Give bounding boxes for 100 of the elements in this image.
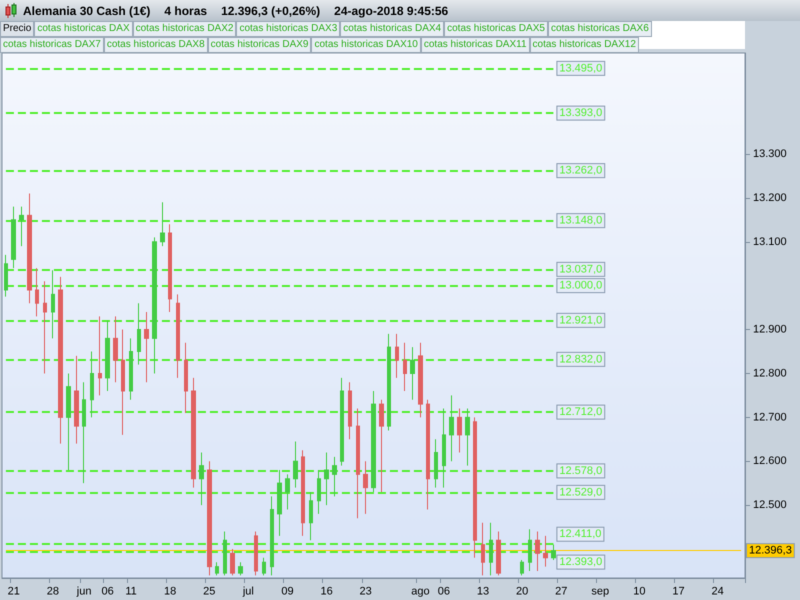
x-tick-label: 27	[555, 586, 568, 598]
text: cotas historicas DAX9	[208, 37, 312, 53]
ref-line-label: 13.495,0	[559, 62, 602, 74]
candlestick	[449, 394, 454, 462]
candlestick	[207, 460, 212, 576]
ref-line-label: 12.393,0	[559, 556, 602, 568]
candlestick	[465, 408, 470, 466]
candlestick	[434, 438, 438, 488]
ref-line-label: 12.396,3	[749, 544, 792, 557]
y-tick-label: 13.200	[753, 192, 787, 204]
text: cotas historicas DAX3	[236, 21, 340, 37]
candlestick	[144, 311, 149, 383]
candlestick	[4, 254, 8, 298]
x-tick-label: 06	[438, 586, 450, 598]
candlestick	[535, 530, 540, 572]
candlestick	[43, 280, 47, 374]
ref-line-label: 12.411,0	[559, 528, 602, 540]
y-tick-label: 13.100	[753, 236, 787, 248]
x-tick-label: 28	[46, 586, 59, 598]
candlestick	[191, 377, 196, 488]
text: cotas historicas DAX8	[104, 37, 208, 53]
candlestick	[176, 294, 180, 378]
text: cotas historicas DAX10	[311, 37, 421, 53]
ref-line-label: 12.529,0	[559, 486, 602, 498]
candlestick	[309, 491, 313, 541]
candlestick	[371, 390, 376, 492]
text: cotas historicas DAX5	[444, 21, 548, 37]
candlestick	[137, 302, 141, 366]
candlestick	[230, 548, 235, 576]
ref-line-label: 13.393,0	[559, 107, 602, 120]
candlestick	[481, 522, 485, 576]
y-tick-label: 12.900	[753, 324, 787, 336]
x-tick-label: 10	[633, 586, 646, 598]
x-tick-label: 21	[8, 586, 20, 598]
x-tick-label: 06	[101, 586, 114, 598]
x-tick-label: 18	[164, 586, 176, 598]
text: cotas historicas DAX11	[420, 37, 530, 53]
chart-title: Alemania 30 Cash (1€)	[23, 4, 150, 18]
text: cotas historicas DAX7	[0, 37, 104, 53]
text: cotas historicas DAX4	[340, 21, 444, 37]
x-tick-label: sep	[591, 586, 610, 598]
candlestick	[395, 333, 399, 378]
x-tick-label: 09	[281, 586, 294, 598]
candlestick	[301, 450, 305, 536]
candlestick	[348, 382, 352, 440]
candlestick	[363, 460, 368, 514]
x-tick-label: 20	[516, 586, 528, 598]
x-tick-label: jul	[242, 586, 254, 598]
candlestick	[121, 329, 125, 436]
text: cotas historicas DAX2	[132, 21, 236, 37]
candlestick	[277, 470, 282, 536]
x-tick-label: 11	[125, 586, 137, 598]
x-tick-label: jun	[76, 586, 92, 598]
candlestick	[223, 530, 227, 576]
candlestick	[262, 557, 266, 576]
ref-line-label: 13.262,0	[559, 164, 602, 177]
candlestick	[356, 408, 360, 519]
candlestick	[19, 206, 24, 247]
candlestick	[473, 416, 477, 558]
candlestick	[168, 224, 172, 312]
candlestick	[270, 496, 274, 576]
candlestick	[285, 474, 290, 510]
candlestick	[199, 452, 204, 506]
x-tick-label: 17	[672, 586, 685, 598]
y-tick-label: 12.500	[753, 499, 787, 512]
x-tick-label: 23	[360, 586, 372, 598]
candlestick	[58, 276, 63, 444]
y-tick-label: 12.800	[753, 367, 787, 380]
ref-line-label: 12.578,0	[559, 464, 602, 477]
x-tick-label: 24	[712, 586, 724, 598]
candlestick	[293, 440, 298, 488]
candlestick	[426, 399, 430, 510]
text: cotas historicas DAX6	[548, 21, 652, 37]
y-tick-label: 13.300	[753, 148, 787, 160]
text: Precio	[0, 21, 34, 37]
ref-line-label: 13.000,0	[559, 280, 602, 292]
candlestick	[238, 562, 243, 576]
candlestick	[184, 342, 188, 414]
candlestick	[215, 562, 219, 576]
candlestick	[27, 192, 32, 304]
candlestick	[317, 470, 321, 514]
ref-line-label: 12.712,0	[559, 406, 602, 418]
candlestick	[520, 560, 524, 576]
text: cotas historicas DAX	[34, 21, 133, 37]
candlestick	[418, 342, 423, 418]
candlestick	[160, 202, 165, 247]
text: cotas historicas DAX12	[530, 37, 639, 53]
candlestick	[496, 530, 501, 576]
candlestick	[410, 346, 415, 400]
y-tick-label: 12.600	[753, 455, 787, 468]
text: 12.396,3 (+0,26%)	[221, 4, 320, 18]
ref-line-label: 12.832,0	[559, 353, 602, 366]
x-tick-label: 13	[476, 586, 490, 598]
candlestick	[543, 535, 548, 568]
candlestick	[113, 316, 118, 383]
candlestick	[528, 528, 532, 572]
candlestick	[379, 399, 384, 492]
candlestick	[387, 333, 391, 432]
candlestick	[11, 206, 16, 269]
candlestick	[332, 456, 337, 497]
